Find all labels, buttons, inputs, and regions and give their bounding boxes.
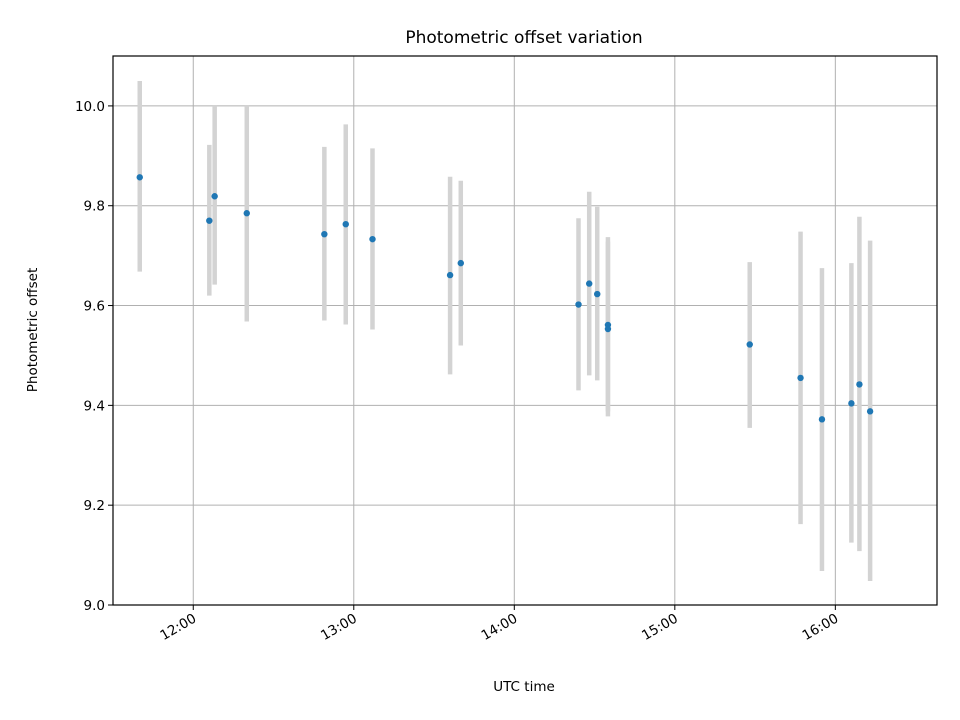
data-point	[243, 210, 250, 217]
chart-title: Photometric offset variation	[405, 28, 642, 48]
data-point	[136, 174, 143, 181]
y-tick-label: 9.4	[84, 398, 105, 414]
y-tick-label: 9.0	[84, 598, 105, 614]
data-point	[594, 290, 601, 298]
data-point	[586, 280, 593, 287]
data-point	[866, 408, 874, 415]
data-point	[446, 271, 454, 279]
data-point	[797, 374, 804, 382]
x-tick-label: 13:00	[318, 611, 360, 644]
data-point	[321, 230, 328, 238]
plot-frame	[112, 55, 938, 606]
grid-layer	[113, 56, 937, 606]
y-tick-label: 9.8	[84, 199, 105, 215]
data-point	[342, 220, 349, 228]
data-point	[575, 301, 582, 308]
y-tick-label: 9.2	[84, 498, 105, 514]
data-point	[211, 193, 218, 200]
data-point	[856, 381, 863, 388]
tick-layer: 12:00 13:00 14:00 15:00 16:00 9.0 9.2 9.4 9.6 9.8…	[75, 99, 841, 644]
data-point	[746, 341, 753, 348]
x-tick-label: 16:00	[800, 611, 842, 644]
x-tick-label: 14:00	[479, 611, 521, 644]
x-tick-label: 12:00	[158, 611, 200, 644]
x-axis-label: UTC time	[493, 679, 555, 695]
data-point	[369, 235, 376, 243]
errorbar-layer	[137, 80, 873, 582]
point-layer	[136, 174, 874, 423]
y-axis-label: Photometric offset	[25, 268, 41, 392]
data-point	[604, 325, 612, 333]
data-point	[848, 400, 855, 407]
data-point	[818, 416, 826, 423]
y-tick-label: 10.0	[75, 99, 105, 115]
x-tick-label: 15:00	[639, 611, 681, 644]
data-point	[457, 259, 464, 267]
y-tick-label: 9.6	[84, 299, 105, 315]
data-point	[206, 217, 213, 224]
